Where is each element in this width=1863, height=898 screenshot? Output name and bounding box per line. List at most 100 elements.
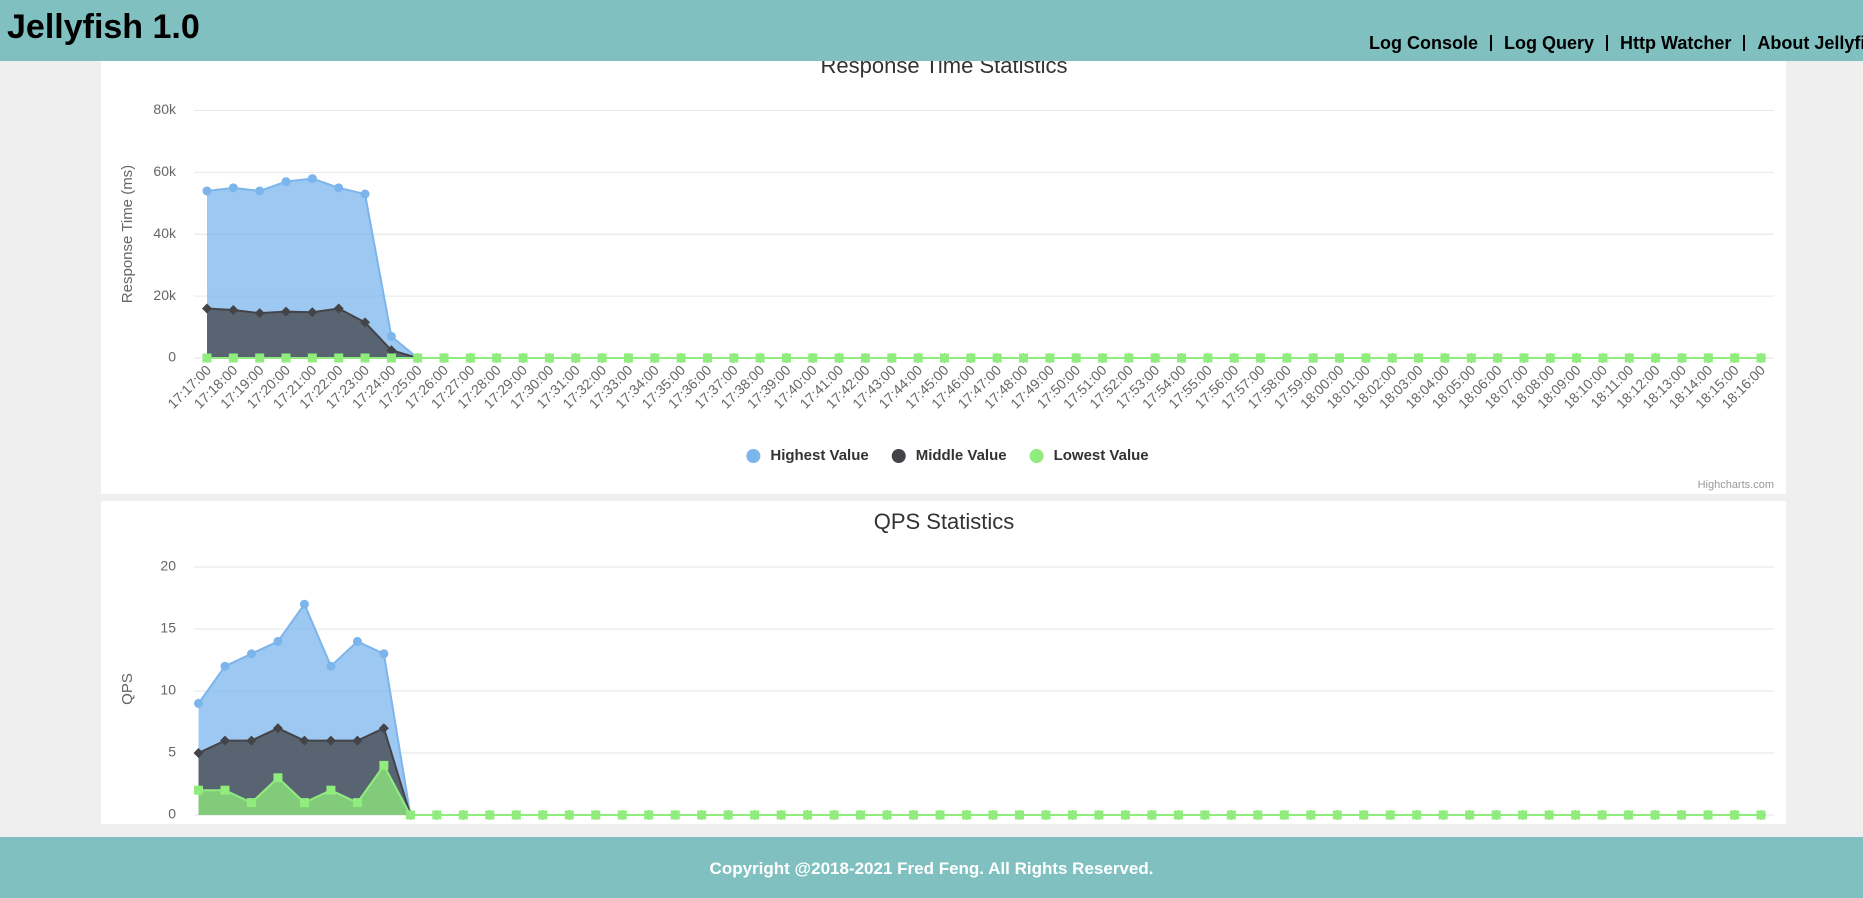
marker	[386, 331, 396, 341]
marker	[325, 735, 336, 746]
marker	[913, 353, 923, 363]
marker	[518, 353, 528, 363]
marker	[1519, 353, 1529, 363]
marker	[202, 303, 212, 314]
chart-panel	[101, 61, 1786, 494]
nav-link[interactable]: Log Console	[1369, 33, 1478, 53]
marker	[352, 735, 363, 746]
marker	[1412, 810, 1422, 820]
separator	[1490, 35, 1492, 51]
marker	[909, 810, 919, 820]
marker	[564, 810, 574, 820]
marker	[281, 177, 291, 187]
marker	[202, 353, 212, 363]
marker	[228, 183, 238, 193]
legend-marker	[1029, 449, 1044, 463]
y-tick-label: 0	[168, 349, 176, 365]
marker	[1491, 810, 1501, 820]
marker	[887, 353, 897, 363]
marker	[1651, 353, 1661, 363]
marker	[1256, 353, 1266, 363]
marker	[1650, 810, 1660, 820]
marker	[193, 748, 204, 758]
marker	[1098, 353, 1108, 363]
marker	[386, 345, 397, 356]
marker	[379, 760, 389, 770]
marker	[220, 785, 230, 795]
marker	[860, 353, 870, 363]
marker	[803, 810, 813, 820]
marker	[1677, 353, 1687, 363]
marker	[255, 186, 265, 196]
marker	[781, 353, 791, 363]
nav-link[interactable]: Log Query	[1504, 33, 1595, 53]
marker	[281, 306, 292, 317]
marker	[591, 810, 601, 820]
marker	[281, 353, 291, 363]
marker	[1545, 353, 1555, 363]
marker	[273, 773, 283, 783]
marker	[307, 353, 317, 363]
marker	[360, 189, 370, 199]
marker	[597, 353, 607, 363]
marker	[1019, 353, 1029, 363]
nav-link[interactable]: About Jellyfish	[1757, 33, 1863, 53]
marker	[988, 810, 998, 820]
legend-label: Highest Value	[770, 447, 868, 464]
marker	[360, 353, 370, 363]
y-tick-label: 60k	[153, 163, 177, 179]
copyright: Copyright @2018-2021 Fred Feng. All Righ…	[709, 859, 1154, 878]
marker	[220, 661, 230, 671]
marker	[1279, 810, 1289, 820]
marker	[1094, 810, 1104, 820]
marker	[1359, 810, 1369, 820]
area	[207, 308, 1761, 358]
y-tick-label: 20	[160, 558, 176, 574]
marker	[1730, 353, 1740, 363]
marker	[485, 810, 495, 820]
marker	[1624, 353, 1634, 363]
marker	[1572, 353, 1582, 363]
marker	[1124, 353, 1134, 363]
marker	[1308, 353, 1318, 363]
marker	[334, 353, 344, 363]
legend-label: Lowest Value	[1054, 447, 1149, 464]
marker	[1465, 810, 1475, 820]
marker	[1466, 353, 1476, 363]
marker	[882, 810, 892, 820]
marker	[1226, 810, 1236, 820]
header: Jellyfish 1.0 Log Console Log Query Http W…	[0, 0, 1863, 61]
marker	[1177, 353, 1187, 363]
marker	[1414, 353, 1424, 363]
marker	[1306, 810, 1316, 820]
marker	[966, 353, 976, 363]
y-tick-label: 0	[168, 806, 176, 822]
marker	[254, 308, 265, 319]
marker	[202, 186, 212, 196]
marker	[255, 353, 265, 363]
marker	[935, 810, 945, 820]
marker	[1387, 353, 1397, 363]
marker	[299, 735, 310, 746]
y-tick-label: 10	[160, 682, 176, 698]
marker	[413, 353, 423, 363]
marker	[1730, 810, 1740, 820]
marker	[571, 353, 581, 363]
marker	[962, 810, 972, 820]
marker	[511, 810, 521, 820]
marker	[246, 735, 257, 746]
y-tick-label: 15	[160, 620, 176, 636]
marker	[644, 810, 654, 820]
marker	[1067, 810, 1077, 820]
marker	[808, 353, 818, 363]
marker	[856, 810, 866, 820]
marker	[1440, 353, 1450, 363]
marker	[1282, 353, 1292, 363]
marker	[1677, 810, 1687, 820]
marker	[439, 353, 449, 363]
nav-link[interactable]: Http Watcher	[1620, 33, 1732, 53]
marker	[723, 810, 733, 820]
marker	[544, 353, 554, 363]
marker	[829, 810, 839, 820]
marker	[1624, 810, 1634, 820]
